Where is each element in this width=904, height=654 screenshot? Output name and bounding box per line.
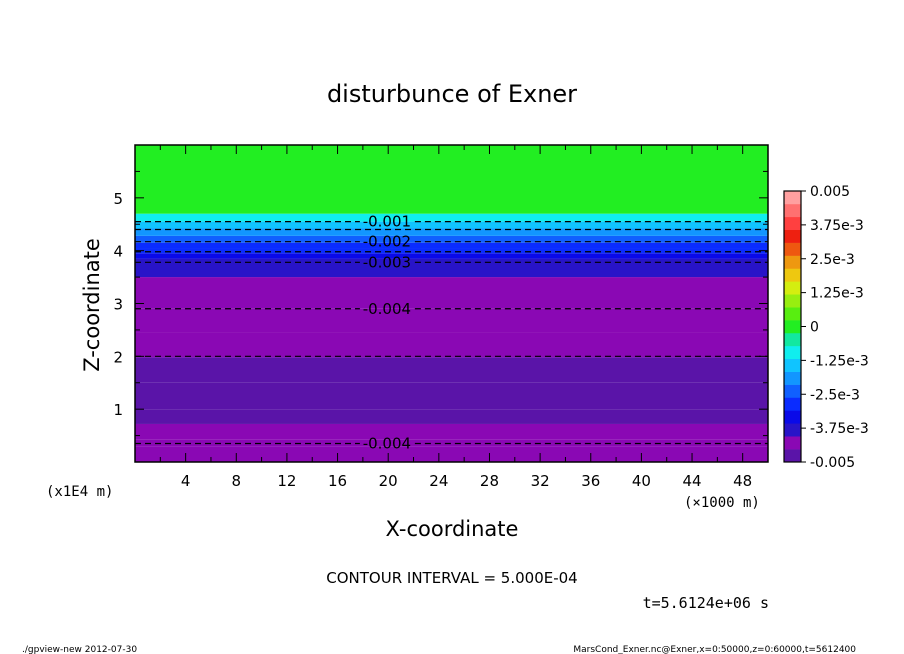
colorbar-swatch-17 [784,229,801,243]
contour-band-8 [135,277,768,309]
x-tick-label-4: 4 [181,472,191,490]
contour-band-7 [135,308,768,333]
contour-label-4: -0.001 [363,213,411,231]
colorbar-swatch-10 [784,320,801,334]
colorbar-swatch-2 [784,423,801,437]
colorbar-label-6: -2.5e-3 [810,387,860,403]
x-tick-label-44: 44 [682,472,701,490]
contour-lines: -0.004 -0.004 -0.003 -0.002 -0.001 [135,213,768,453]
contour-band-0 [135,446,768,462]
x-tick-label-28: 28 [480,472,499,490]
contour-band-4 [135,382,768,410]
colorbar-label-5: -1.25e-3 [810,353,869,369]
colorbar-label-3: 1.25e-3 [810,286,864,302]
colorbar-swatch-20 [784,191,801,205]
colorbar-swatch-19 [784,203,801,218]
contour-band-17 [135,145,768,214]
colorbar-swatch-9 [784,332,801,347]
contour-band-3 [135,409,768,424]
time-text: t=5.6124e+06 s [643,594,769,612]
contour-band-14 [135,228,768,236]
x-tick-label-16: 16 [328,472,347,490]
plot-area [135,145,768,462]
y-tick-label-2: 2 [113,348,123,366]
footer-right: MarsCond_Exner.nc@Exner,x=0:50000,z=0:60… [573,645,856,654]
x-tick-label-20: 20 [379,472,398,490]
x-tick-label-36: 36 [581,472,600,490]
colorbar-swatch-4 [784,397,801,411]
colorbar-swatch-11 [784,307,801,321]
x-tick-label-24: 24 [429,472,448,490]
x-tick-label-48: 48 [733,472,752,490]
contour-band-15 [135,221,768,229]
contour-band-6 [135,332,768,358]
colorbar-label-2: 2.5e-3 [810,252,855,268]
colorbar-swatch-8 [784,345,801,360]
contour-interval-text: CONTOUR INTERVAL = 5.000E-04 [326,569,577,587]
contour-label-3: -0.002 [363,233,411,251]
y-axis-unit: (x1E4 m) [46,484,113,500]
y-tick-label-5: 5 [113,190,123,208]
colorbar-swatch-15 [784,255,801,269]
y-tick-label-1: 1 [113,401,123,419]
chart-title: disturbunce of Exner [327,80,577,108]
contour-band-2 [135,423,768,440]
contour-band-13 [135,235,768,243]
contour-band-10 [135,253,768,259]
x-axis-label: X-coordinate [386,517,519,541]
colorbar-swatch-12 [784,294,801,308]
y-axis-label: Z-coordinate [80,238,104,372]
x-axis-unit: (×1000 m) [684,495,760,511]
x-tick-label-12: 12 [277,472,296,490]
colorbar-swatch-18 [784,216,801,231]
colorbar-swatch-0 [784,449,801,463]
colorbar-label-4: 0 [810,320,819,336]
colorbar-swatch-6 [784,371,801,385]
contour-band-16 [135,213,768,222]
contour-band-11 [135,248,768,254]
colorbar-swatch-5 [784,384,801,398]
colorbar-label-0: 0.005 [810,184,850,200]
x-tick-label-32: 32 [531,472,550,490]
contour-label-2: -0.003 [363,253,411,271]
colorbar: 0.005 3.75e-3 2.5e-3 1.25e-3 0 -1.25e-3 -2.5e-… [783,184,869,471]
colorbar-swatch-7 [784,358,801,372]
colorbar-swatch-16 [784,242,801,256]
contour-label-0: -0.004 [363,435,411,453]
y-tick-label-4: 4 [113,243,123,261]
contour-band-12 [135,242,768,249]
colorbar-label-8: -0.005 [810,455,855,471]
x-tick-label-40: 40 [632,472,651,490]
contour-label-1: -0.004 [363,300,411,318]
colorbar-swatch-14 [784,268,801,282]
contour-band-9 [135,258,768,278]
contour-band-1 [135,439,768,447]
colorbar-swatch-3 [784,410,801,424]
footer-left: ./gpview-new 2012-07-30 [22,645,137,654]
x-tick-label-8: 8 [232,472,242,490]
colorbar-swatch-13 [784,281,801,295]
colorbar-label-1: 3.75e-3 [810,218,864,234]
colorbar-label-7: -3.75e-3 [810,421,869,437]
y-tick-label-3: 3 [113,296,123,314]
contour-band-5 [135,357,768,383]
colorbar-swatch-1 [784,436,801,450]
